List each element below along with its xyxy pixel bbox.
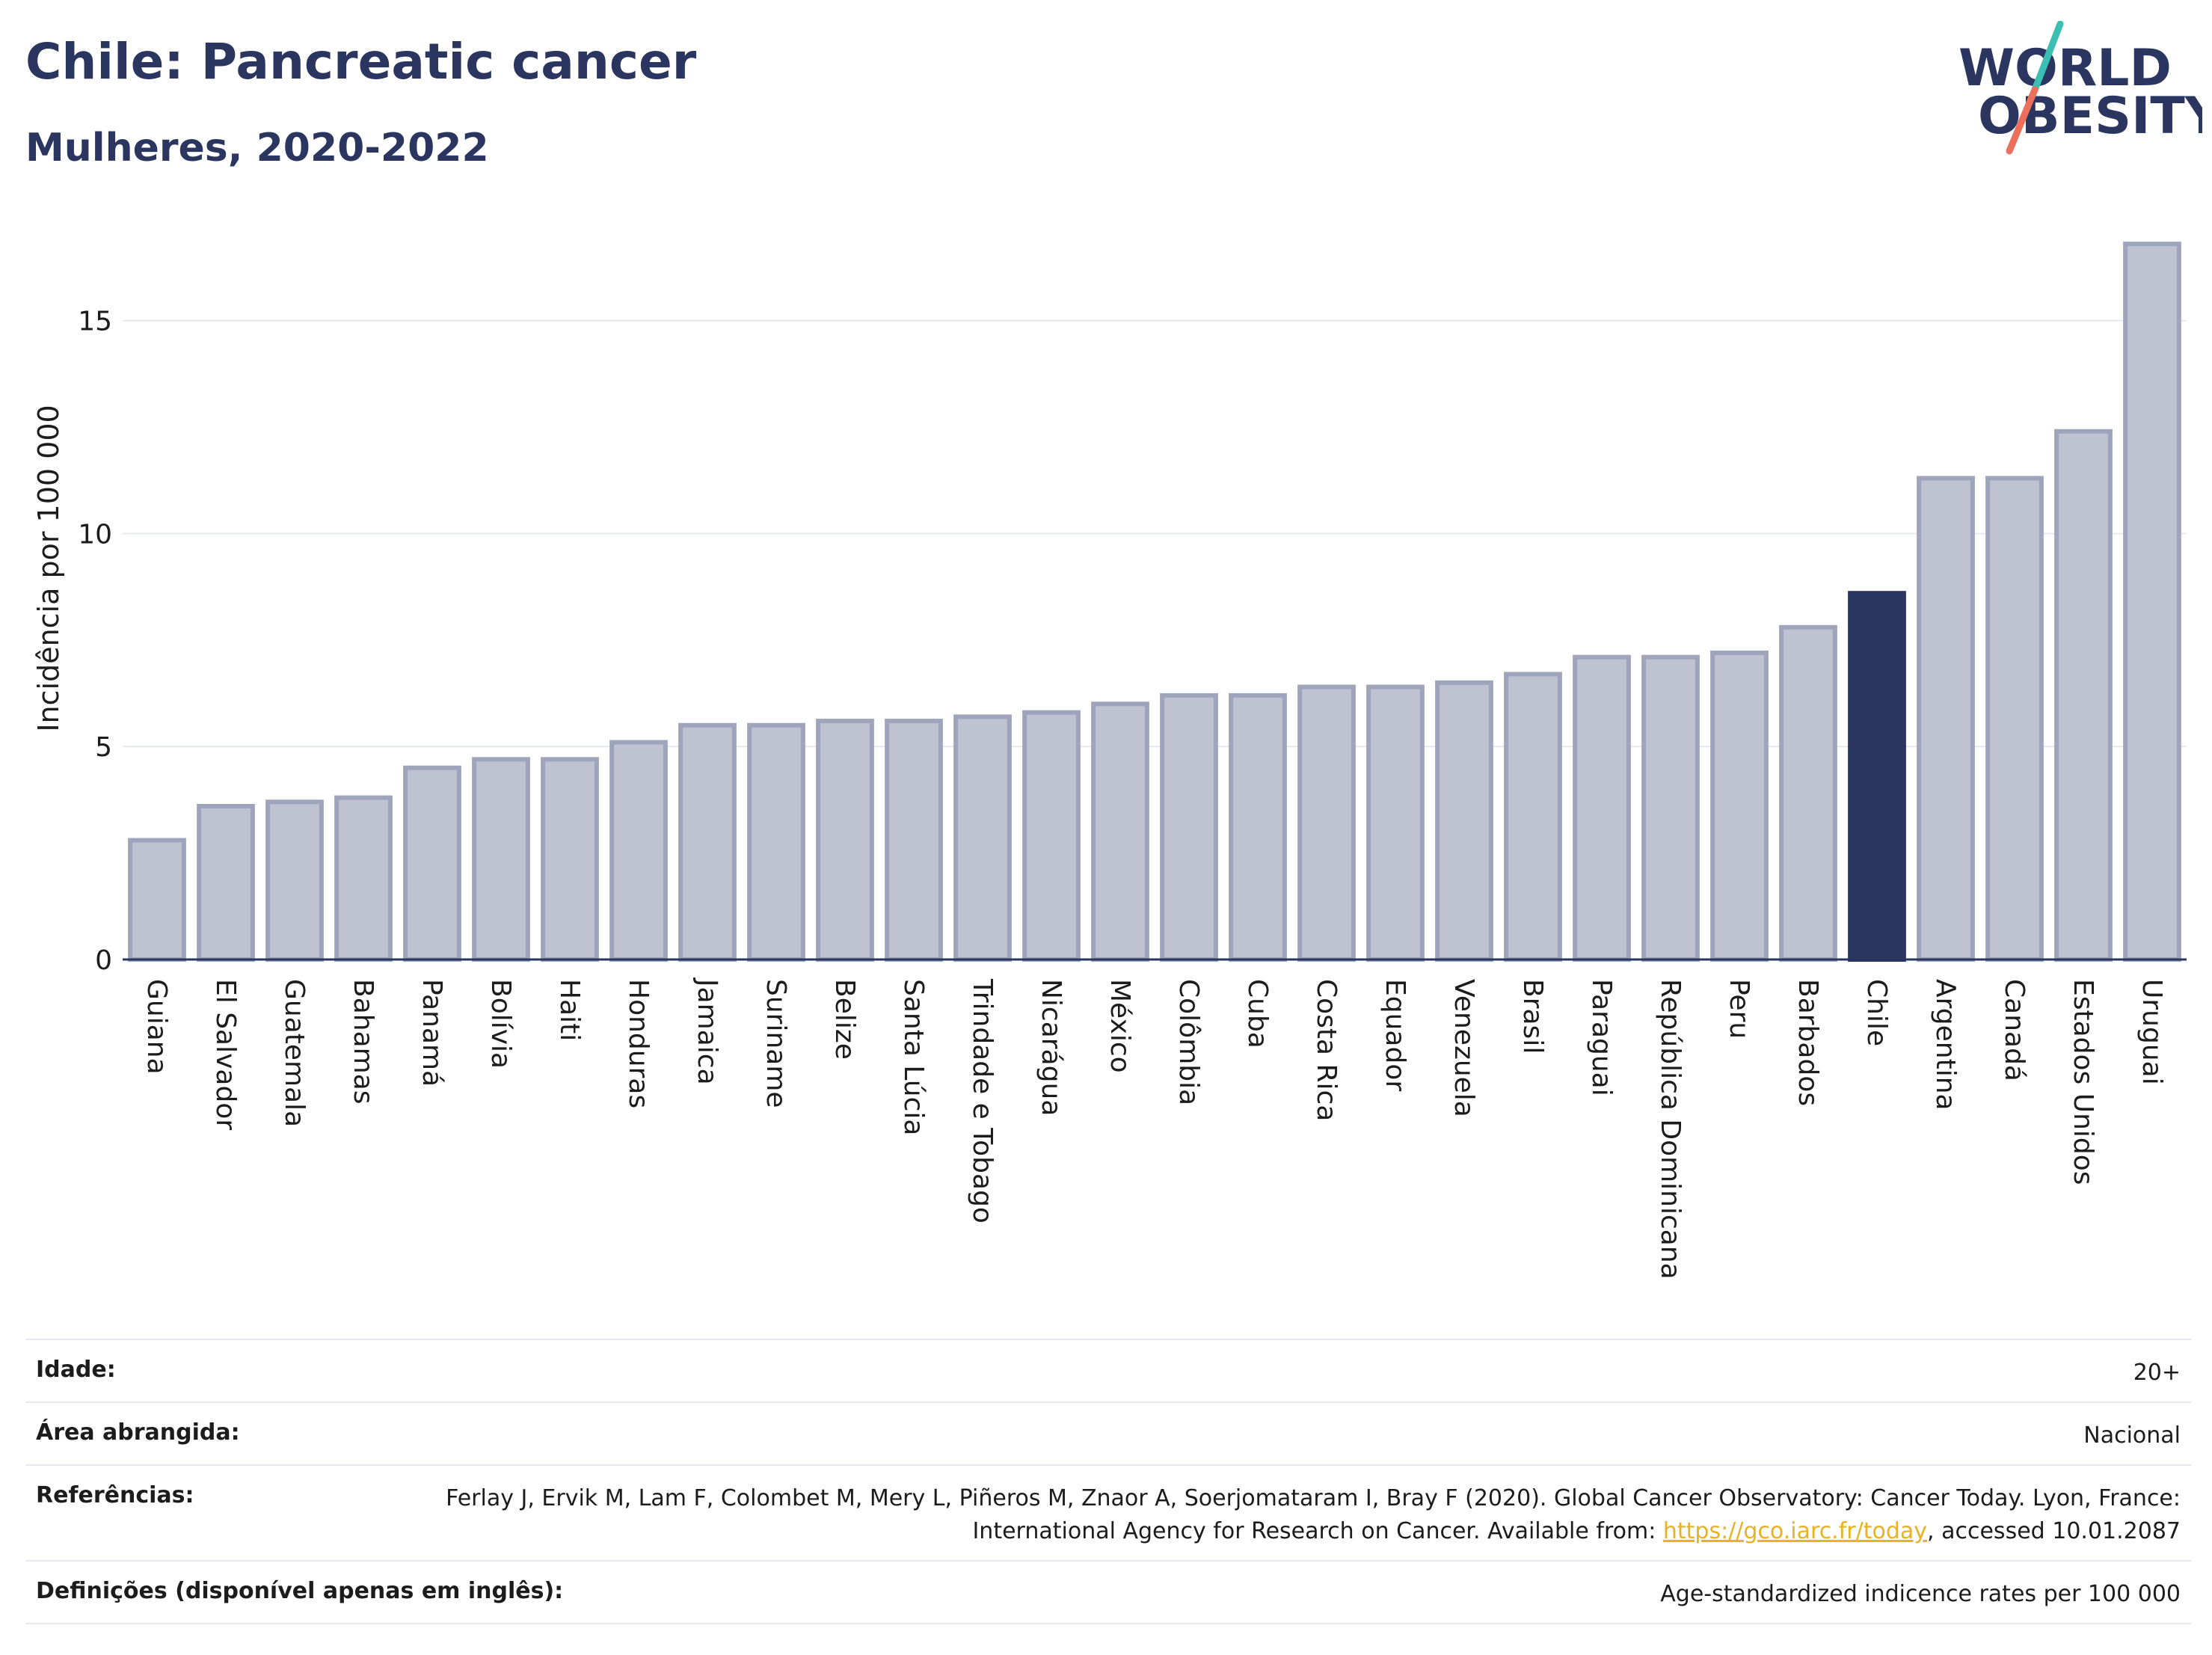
meta-value-references: Ferlay J, Ervik M, Lam F, Colombet M, Me… [423, 1482, 2181, 1548]
x-tick-label: Colômbia [1173, 979, 1204, 1105]
x-tick-label: Cuba [1242, 979, 1273, 1048]
x-tick-label: El Salvador [210, 979, 241, 1130]
bar-costa-rica [1297, 684, 1356, 962]
x-tick-label: Honduras [623, 979, 654, 1108]
meta-label-age: Idade: [36, 1357, 116, 1383]
x-tick-label: Barbados [1792, 979, 1823, 1106]
x-tick-label: Peru [1724, 979, 1754, 1039]
x-tick-label: Belize [829, 979, 860, 1060]
meta-bottom-rule [25, 1623, 2191, 1624]
x-tick-label: Suriname [761, 979, 791, 1108]
bar-panamá [403, 765, 461, 962]
meta-value-age: 20+ [2133, 1360, 2181, 1386]
meta-label-area: Área abrangida: [36, 1419, 240, 1446]
meta-label-references: Referências: [36, 1482, 194, 1508]
meta-row-area: Área abrangida: Nacional [25, 1401, 2191, 1464]
bar-bolívia [472, 757, 530, 962]
x-tick-label: Costa Rica [1311, 979, 1342, 1121]
bar-chart: 0 5 10 15 Guiana El Salvador Guatemala Bahamas… [32, 242, 2187, 1280]
bar-equador [1366, 684, 1425, 962]
y-tick-label: 5 [95, 732, 112, 763]
grid-layer [123, 319, 2187, 748]
y-tick-label: 15 [78, 307, 112, 337]
logo-slash-teal [2031, 21, 2064, 93]
reference-text: Ferlay J, Ervik M, Lam F, Colombet M, Me… [446, 1485, 2181, 1544]
meta-row-age: Idade: 20+ [25, 1339, 2191, 1401]
x-tick-label: Panamá [417, 979, 447, 1087]
bar-paraguai [1573, 654, 1631, 962]
meta-value-area: Nacional [2083, 1422, 2181, 1449]
x-tick-label: Argentina [1930, 979, 1961, 1111]
metadata-table: Idade: 20+ Área abrangida: Nacional Refe… [25, 1339, 2191, 1624]
x-tick-label: Nicarágua [1036, 979, 1066, 1116]
bar-guatemala [265, 799, 324, 962]
bar-belize [816, 719, 874, 962]
x-tick-label: Equador [1380, 979, 1410, 1091]
reference-link[interactable]: https://gco.iarc.fr/today [1662, 1518, 1928, 1544]
x-tick-label: Guiana [141, 979, 172, 1075]
x-tick-label: Chile [1861, 979, 1892, 1046]
bar-peru [1710, 650, 1769, 962]
meta-value-definitions: Age-standardized indicence rates per 100… [1660, 1581, 2181, 1607]
bar-el-salvador [197, 803, 255, 962]
bar-canadá [1985, 476, 2044, 962]
y-tick-label: 0 [95, 945, 112, 976]
bar-argentina [1917, 476, 1975, 962]
logo-word-world: WORLD [1958, 39, 2172, 98]
bar-bahamas [334, 795, 393, 962]
x-tick-label: Guatemala [279, 979, 310, 1127]
x-tick-label: Trindade e Tobago [967, 978, 998, 1223]
bar-uruguai [2123, 242, 2181, 962]
world-obesity-logo: WORLD OBESITY [1958, 21, 2202, 155]
bar-brasil [1504, 672, 1562, 962]
x-tick-label: Canadá [1999, 979, 2030, 1081]
bar-guiana [128, 838, 186, 962]
x-tick-label: Bahamas [348, 979, 378, 1105]
bar-república-dominicana [1641, 654, 1700, 962]
bar-colômbia [1160, 693, 1218, 962]
bar-layer [128, 242, 2181, 962]
bar-nicarágua [1022, 710, 1081, 962]
x-tick-label: Uruguai [2136, 979, 2167, 1085]
x-tick-label: Bolívia [485, 979, 516, 1069]
bar-chile [1848, 591, 1906, 962]
x-tick-label: México [1105, 979, 1135, 1073]
page-title: Chile: Pancreatic cancer [25, 33, 697, 90]
y-axis-label: Incidência por 100 000 [32, 405, 65, 731]
label-layer: Guiana El Salvador Guatemala Bahamas Panamá B… [141, 977, 2167, 1280]
bar-suriname [747, 722, 805, 962]
axis-layer: 0 5 10 15 [78, 307, 2187, 976]
bar-santa-lúcia [885, 719, 943, 962]
x-tick-label: Santa Lúcia [898, 979, 929, 1135]
reference-accessed: , accessed 10.01.2087 [1927, 1518, 2181, 1544]
bar-haiti [541, 757, 599, 962]
x-tick-label: Haiti [554, 979, 585, 1041]
logo-slash-coral [2006, 86, 2039, 155]
bar-barbados [1779, 624, 1837, 962]
page-subtitle: Mulheres, 2020-2022 [25, 126, 489, 171]
bar-cuba [1229, 693, 1287, 962]
meta-row-references: Referências: Ferlay J, Ervik M, Lam F, C… [25, 1464, 2191, 1560]
y-tick-label: 10 [78, 519, 112, 550]
meta-label-definitions: Definições (disponível apenas em inglês)… [36, 1578, 564, 1604]
x-tick-label: Venezuela [1448, 979, 1479, 1117]
meta-row-definitions: Definições (disponível apenas em inglês)… [25, 1560, 2191, 1623]
x-tick-label: Jamaica [692, 977, 722, 1085]
x-tick-label: Paraguai [1586, 979, 1617, 1096]
bar-méxico [1091, 701, 1149, 962]
x-tick-label: Estados Unidos [2068, 979, 2098, 1185]
x-tick-label: Brasil [1517, 979, 1548, 1054]
bar-venezuela [1435, 680, 1493, 962]
bar-honduras [609, 740, 668, 962]
bar-estados-unidos [2054, 429, 2113, 962]
bar-trindade-e-tobago [953, 714, 1012, 962]
x-tick-label: República Dominicana [1655, 979, 1686, 1280]
bar-jamaica [678, 722, 737, 962]
